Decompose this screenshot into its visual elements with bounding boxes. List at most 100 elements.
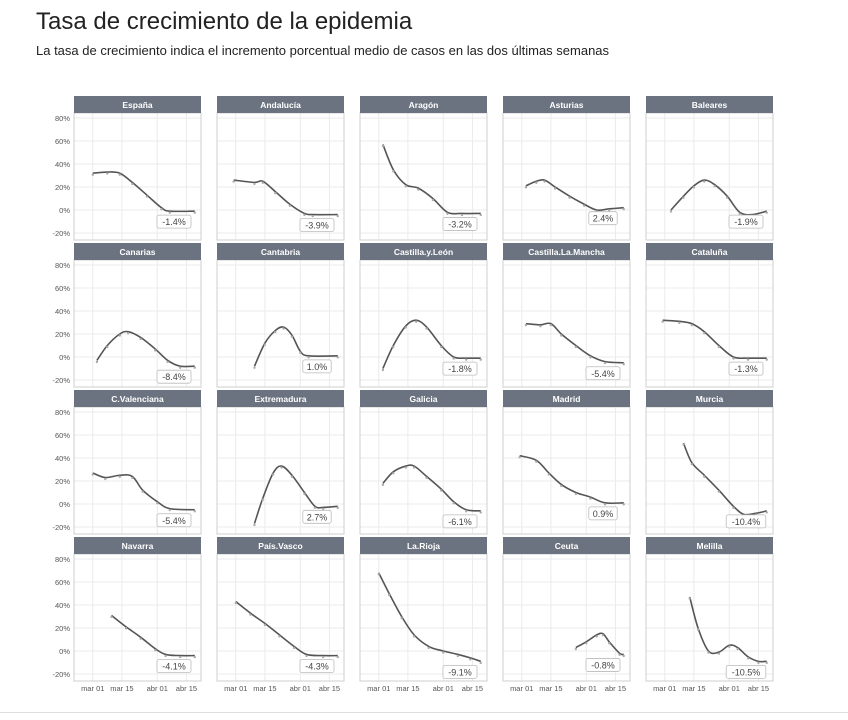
panel-galicia: Galicia -6.1%	[359, 390, 488, 535]
value-label: 0.9%	[593, 509, 614, 519]
data-point	[479, 511, 482, 514]
data-point	[234, 601, 237, 605]
value-label-box	[299, 659, 335, 673]
panel-title: Navarra	[122, 541, 154, 551]
y-tick-label: 60%	[55, 284, 70, 293]
data-point	[336, 506, 339, 509]
panel-strip	[217, 96, 344, 113]
y-tick-label: 20%	[55, 477, 70, 486]
data-point	[425, 476, 428, 480]
data-point	[156, 502, 159, 505]
data-point	[404, 185, 408, 188]
value-label: -1.9%	[734, 217, 758, 227]
data-point	[292, 646, 296, 650]
data-point	[688, 597, 691, 600]
value-label: -5.4%	[591, 369, 615, 379]
value-label: -3.2%	[448, 219, 472, 229]
data-point	[131, 182, 134, 186]
data-point	[535, 460, 538, 463]
panel-title: Asturias	[549, 100, 583, 110]
value-label-box	[302, 509, 332, 524]
data-point	[91, 173, 94, 176]
data-point	[253, 182, 256, 186]
data-point	[392, 345, 395, 349]
panel-strip	[360, 96, 487, 113]
trend-line	[688, 596, 767, 663]
panel-title: Ceuta	[555, 541, 579, 551]
data-point	[717, 490, 721, 493]
x-tick-label: abr 01	[290, 684, 311, 693]
y-tick-label: 20%	[55, 330, 70, 339]
data-point	[153, 649, 157, 652]
x-tick-label: abr 01	[719, 684, 740, 693]
data-point	[168, 211, 171, 214]
x-tick-label: mar 01	[653, 684, 676, 693]
data-point	[307, 356, 310, 359]
trend-line	[525, 322, 624, 364]
data-point	[417, 188, 420, 191]
x-tick-label: mar 15	[396, 684, 419, 693]
data-point	[717, 345, 721, 349]
trend-line	[110, 614, 195, 657]
data-point	[589, 497, 592, 500]
value-label: 2.7%	[307, 512, 328, 522]
panel-strip	[646, 537, 773, 554]
data-point	[622, 503, 625, 506]
y-tick-label: 0%	[59, 647, 70, 656]
value-label: -10.5%	[732, 667, 761, 677]
x-tick-label: abr 01	[433, 684, 454, 693]
y-tick-label: 40%	[55, 160, 70, 169]
data-point	[669, 210, 673, 213]
panel-strip	[646, 390, 773, 407]
y-tick-label: 40%	[55, 601, 70, 610]
x-tick-label: mar 15	[682, 684, 705, 693]
data-point	[425, 327, 428, 330]
data-point	[568, 196, 571, 199]
data-point	[387, 593, 391, 597]
data-point	[124, 627, 128, 630]
y-tick-label: 80%	[55, 114, 70, 123]
panel-ceuta: mar 01 mar 15 abr 01 abr 15 Ceuta -0.8%	[502, 537, 631, 693]
value-label-box	[728, 361, 764, 376]
data-point	[603, 361, 607, 365]
page-subtitle: La tasa de crecimiento indica el increme…	[36, 43, 610, 58]
data-point	[91, 473, 94, 476]
data-point	[446, 212, 449, 215]
data-point	[263, 623, 267, 627]
value-label-box	[156, 513, 192, 528]
data-point	[290, 475, 294, 478]
data-point	[290, 335, 294, 338]
data-point	[585, 642, 588, 645]
data-point	[589, 356, 592, 359]
data-point	[274, 330, 277, 334]
data-point	[106, 172, 109, 175]
panel-strip	[360, 390, 487, 407]
data-point	[460, 213, 464, 217]
data-point	[535, 181, 538, 184]
data-point	[736, 647, 739, 651]
data-point	[682, 196, 685, 199]
trend-line	[525, 178, 624, 211]
data-point	[280, 466, 283, 469]
data-point	[464, 358, 468, 361]
data-point	[518, 456, 521, 459]
data-point	[164, 654, 167, 658]
panel-title: España	[122, 100, 153, 110]
data-point	[601, 634, 605, 637]
value-label: -4.3%	[305, 662, 329, 672]
value-label-box	[302, 359, 332, 374]
panel-title: Madrid	[553, 394, 581, 404]
x-tick-label: abr 15	[462, 684, 483, 693]
panel-asturias: Asturias 2.4%	[502, 96, 631, 241]
data-point	[560, 334, 563, 337]
trend-line	[92, 472, 195, 511]
data-point	[746, 657, 750, 660]
data-point	[193, 510, 196, 513]
data-point	[178, 366, 182, 369]
data-point	[439, 345, 443, 349]
data-point	[539, 325, 542, 328]
data-point	[603, 503, 607, 506]
value-label: -1.4%	[162, 217, 186, 227]
data-point	[377, 573, 380, 576]
value-label: -0.8%	[591, 660, 615, 670]
